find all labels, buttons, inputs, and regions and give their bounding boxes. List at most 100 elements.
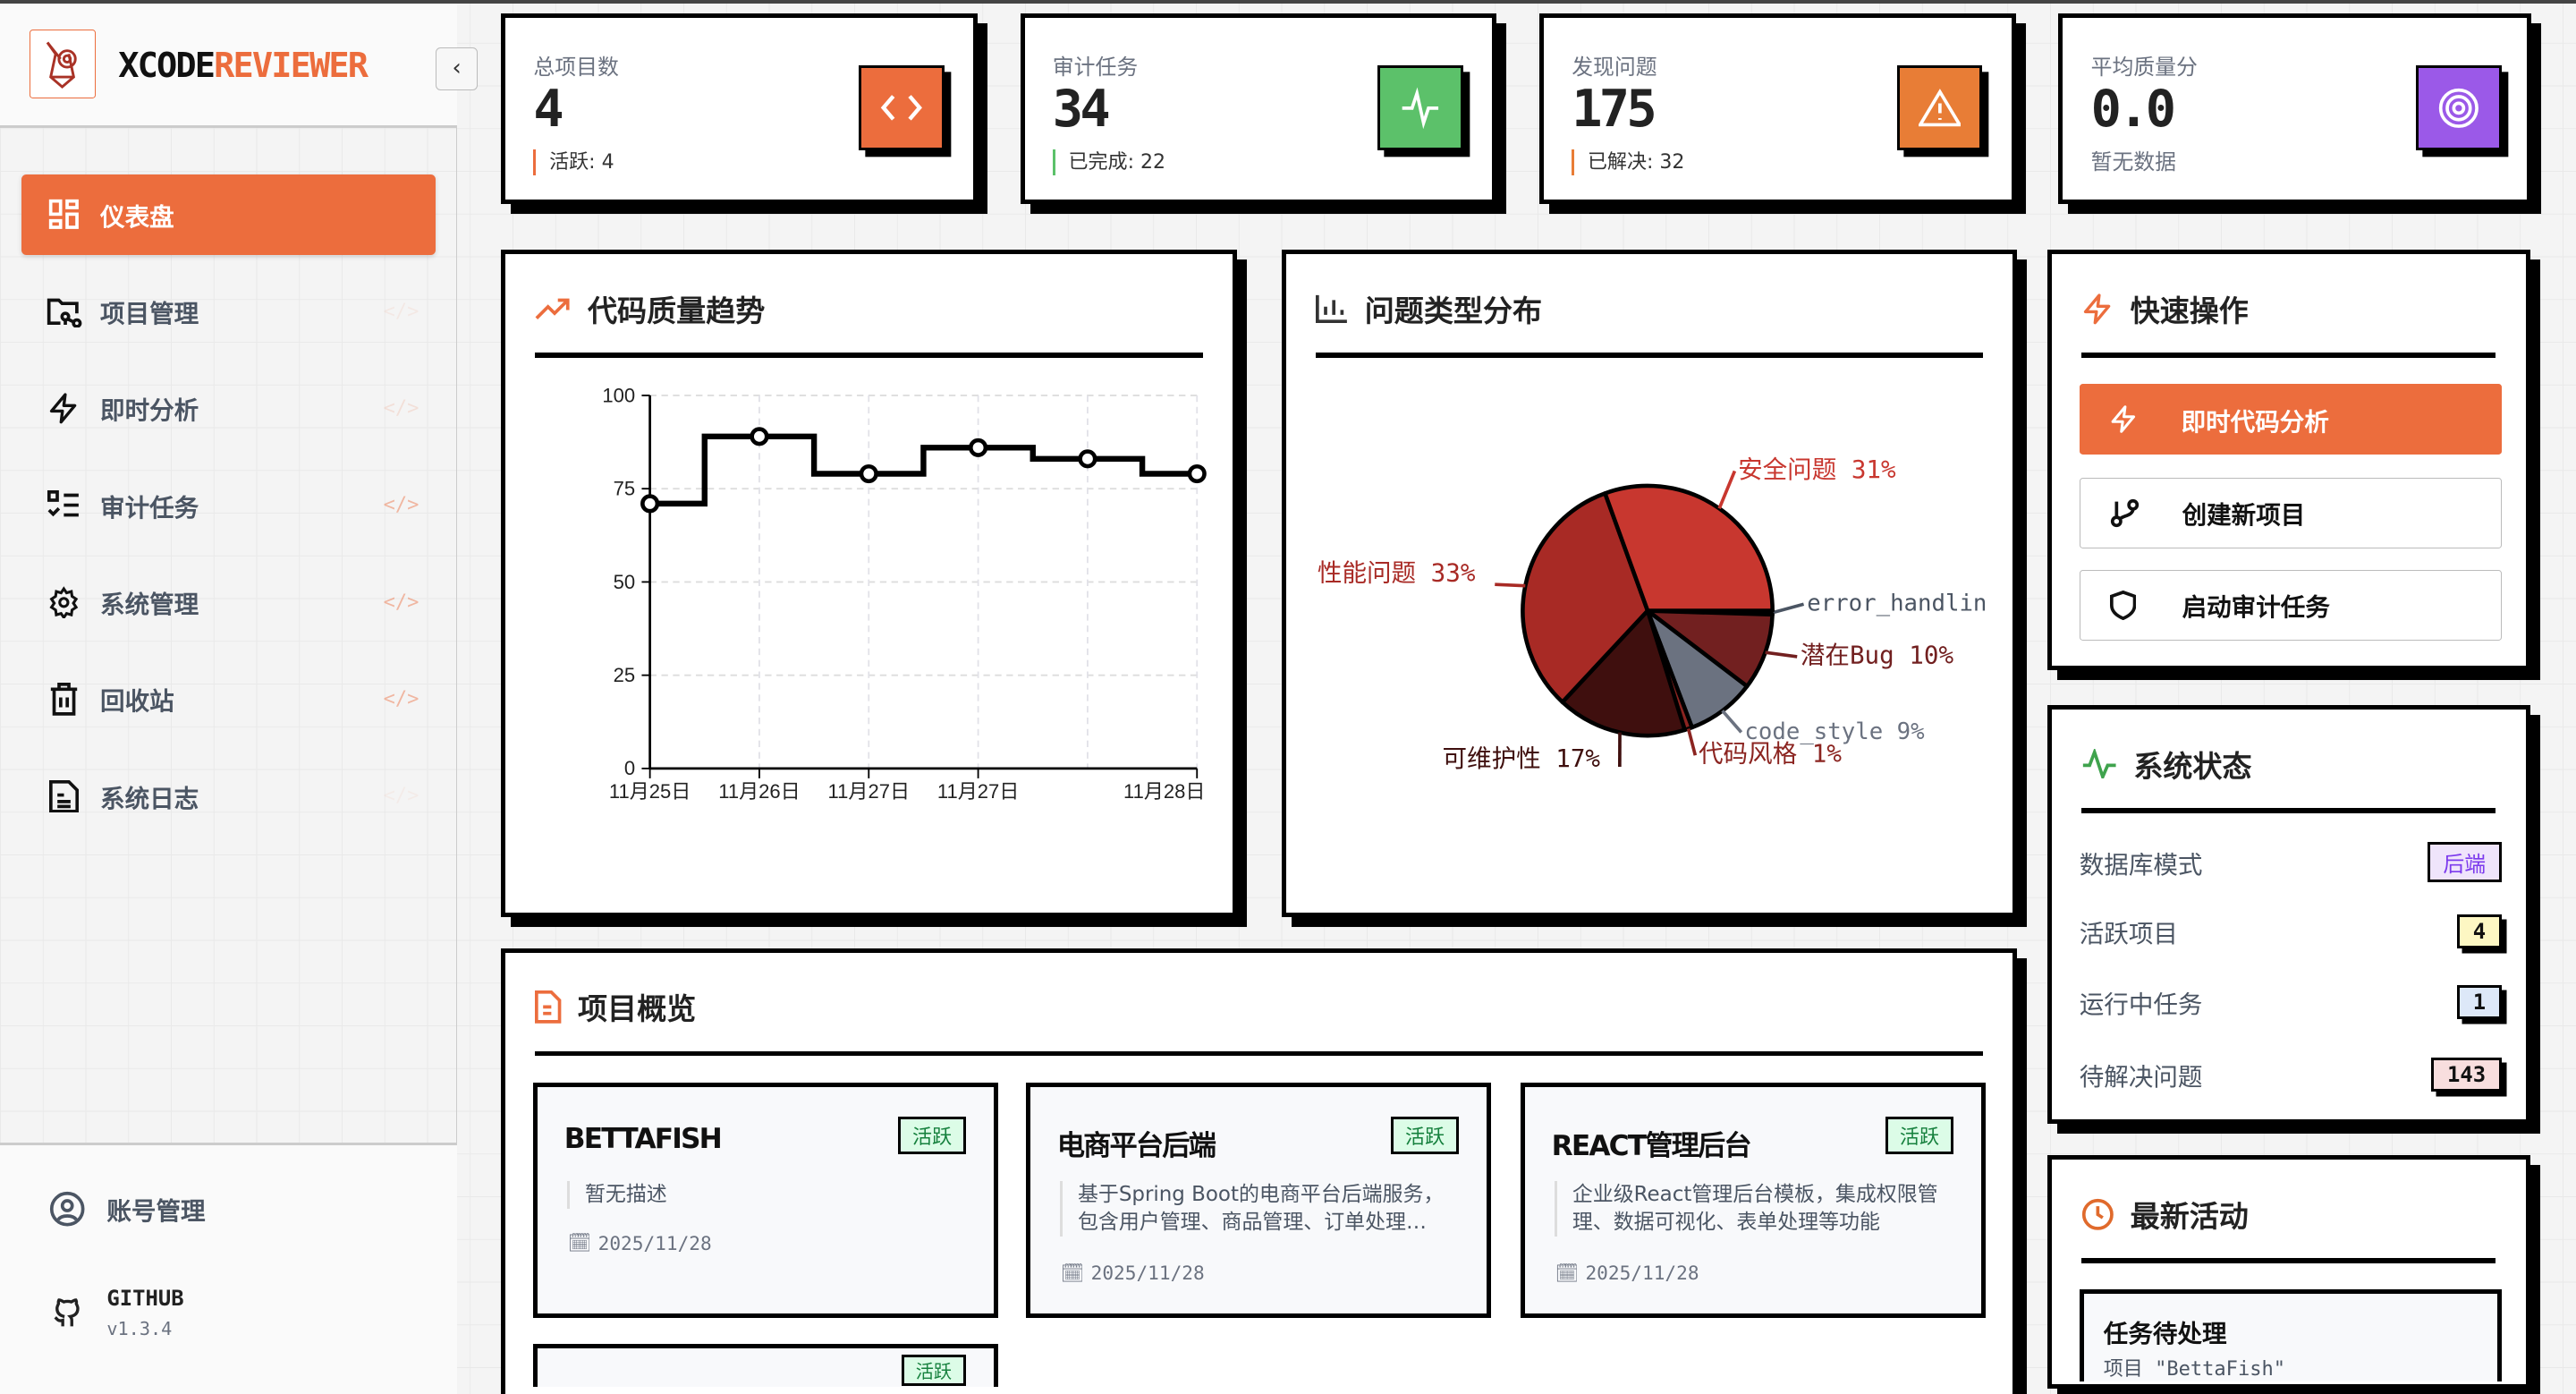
data-point (1187, 464, 1207, 484)
slice-label: 安全问题 31% (1738, 455, 1896, 484)
card-title-text: 代码质量趋势 (588, 293, 766, 328)
start-audit-button[interactable]: 启动审计任务 (2079, 569, 2502, 641)
sidebar-item-audit-tasks[interactable]: 审计任务 </> (21, 465, 436, 546)
file-text-icon (45, 777, 84, 816)
code-mark: </> (383, 687, 419, 710)
zap-icon (2083, 293, 2110, 324)
date-text: 2025/11/28 (1090, 1262, 1205, 1285)
slice-label: 代码风格 1% (1699, 740, 1842, 769)
label-leader (1717, 470, 1736, 510)
card-title: 项目概览 (535, 985, 696, 1028)
zap-icon (2109, 404, 2142, 434)
label-leader (1765, 650, 1798, 659)
quick-actions-card: 快速操作 即时代码分析 创建新项目 启动审计任务 (2046, 250, 2530, 671)
y-tick-label: 100 (603, 384, 636, 406)
divider (535, 353, 1203, 358)
brand-part-2: REVIEWER (214, 46, 369, 87)
activity-icon (1377, 64, 1463, 151)
sidebar: XCODEREVIEWER ‹ 仪表盘 项目管理 </> 即时分析 </> 审计… (0, 3, 479, 1394)
stat-card-issues: 发现问题 175 已解决: 32 (1538, 13, 2016, 204)
chevron-left-icon: ‹ (452, 55, 462, 82)
sidebar-item-label: 仪表盘 (100, 202, 174, 232)
divider (2080, 1258, 2496, 1263)
sidebar-item-system-logs[interactable]: 系统日志 </> (21, 756, 436, 837)
project-date: 🗓 2025/11/28 (567, 1231, 711, 1254)
y-tick-label: 25 (614, 664, 636, 686)
account-label: 账号管理 (106, 1197, 206, 1227)
account-management-link[interactable]: 账号管理 (49, 1191, 206, 1227)
stat-sub: 暂无数据 (2090, 149, 2177, 174)
sidebar-item-label: 系统日志 (100, 784, 199, 813)
sidebar-item-recycle-bin[interactable]: 回收站 </> (21, 659, 436, 740)
stat-sub: 已完成: 22 (1052, 149, 1165, 175)
clock-icon (2081, 1198, 2114, 1230)
sidebar-item-label: 系统管理 (100, 591, 199, 620)
sidebar-item-dashboard[interactable]: 仪表盘 (21, 174, 436, 255)
card-title: 问题类型分布 (1315, 287, 1542, 330)
stat-label: 总项目数 (533, 54, 619, 80)
project-card[interactable]: 活跃 (533, 1343, 999, 1387)
date-text: 2025/11/28 (597, 1231, 712, 1254)
status-label: 运行中任务 (2079, 990, 2203, 1019)
x-tick-label: 11月26日 (718, 780, 800, 803)
sidebar-item-system-admin[interactable]: 系统管理 </> (21, 562, 436, 642)
y-tick-label: 75 (614, 478, 636, 500)
stat-value: 4 (533, 80, 564, 140)
trending-up-icon (535, 298, 570, 320)
date-text: 2025/11/28 (1585, 1262, 1699, 1285)
list-check-icon (45, 486, 84, 525)
divider (535, 1050, 1984, 1057)
x-tick-label: 11月25日 (609, 780, 691, 803)
code-mark: </> (383, 300, 419, 323)
data-point (1078, 449, 1097, 469)
project-name: 电商平台后端 (1056, 1130, 1216, 1163)
collapse-sidebar-button[interactable]: ‹ (435, 47, 479, 90)
card-title: 快速操作 (2081, 287, 2249, 330)
data-point (640, 494, 660, 514)
sidebar-item-projects[interactable]: 项目管理 </> (21, 271, 436, 352)
sidebar-header: XCODEREVIEWER (0, 3, 457, 129)
card-title-text: 系统状态 (2133, 748, 2252, 784)
code-icon (859, 64, 945, 151)
stat-card-audit-tasks: 审计任务 34 已完成: 22 (1020, 13, 1497, 204)
bar-chart-icon (1315, 295, 1347, 324)
code-mark: </> (383, 591, 419, 614)
status-row: 活跃项目 4 (2080, 910, 2502, 953)
status-label: 数据库模式 (2079, 850, 2203, 880)
code-mark: </> (383, 785, 419, 808)
x-tick-label: 11月27日 (828, 780, 910, 803)
activity-item[interactable]: 任务待处理 项目 "BettaFish" (2079, 1289, 2502, 1382)
stat-card-total-projects: 总项目数 4 活跃: 4 (501, 13, 978, 204)
quality-trend-chart: 0 25 50 75 100 11月25日 11月26日 11月27日 11月27日 11月28日 (603, 384, 1207, 803)
logo[interactable] (30, 30, 96, 99)
sidebar-item-instant-analysis[interactable]: 即时分析 </> (21, 368, 436, 448)
slice-label: 可维护性 17% (1442, 744, 1600, 773)
brand-name: XCODEREVIEWER (118, 46, 369, 87)
label-leader (1771, 602, 1804, 615)
status-badge: 活跃 (901, 1355, 966, 1387)
create-project-button[interactable]: 创建新项目 (2079, 477, 2502, 548)
sidebar-footer: 账号管理 GITHUB v1.3.4 (0, 1142, 457, 1394)
calendar-icon: 🗓 (567, 1231, 592, 1254)
data-point (750, 427, 769, 446)
project-card[interactable]: REACT管理后台 活跃 企业级React管理后台模板，集成权限管理、数据可视化… (1521, 1082, 1987, 1318)
code-mark: </> (383, 494, 419, 517)
alert-triangle-icon (1896, 64, 1983, 151)
brand-part-1: XCODE (118, 46, 216, 87)
status-badge: 1 (2457, 985, 2502, 1019)
project-card[interactable]: 电商平台后端 活跃 基于Spring Boot的电商平台后端服务，包含用户管理、… (1026, 1082, 1492, 1318)
project-date: 🗓 2025/11/28 (1060, 1262, 1204, 1285)
instant-analysis-button[interactable]: 即时代码分析 (2079, 384, 2502, 455)
status-label: 待解决问题 (2079, 1062, 2203, 1092)
trash-icon (45, 679, 84, 718)
code-mark: </> (383, 396, 419, 420)
status-badge: 活跃 (898, 1116, 966, 1154)
card-title: 最新活动 (2081, 1193, 2249, 1236)
pie-slice (1520, 491, 1649, 705)
logo-icon (47, 41, 77, 89)
file-icon (535, 990, 562, 1024)
zap-icon (45, 388, 84, 428)
github-link[interactable]: GITHUB v1.3.4 (49, 1286, 184, 1339)
project-card[interactable]: BETTAFISH 活跃 暂无描述 🗓 2025/11/28 (533, 1082, 999, 1318)
stat-value: 0.0 (2090, 80, 2176, 140)
